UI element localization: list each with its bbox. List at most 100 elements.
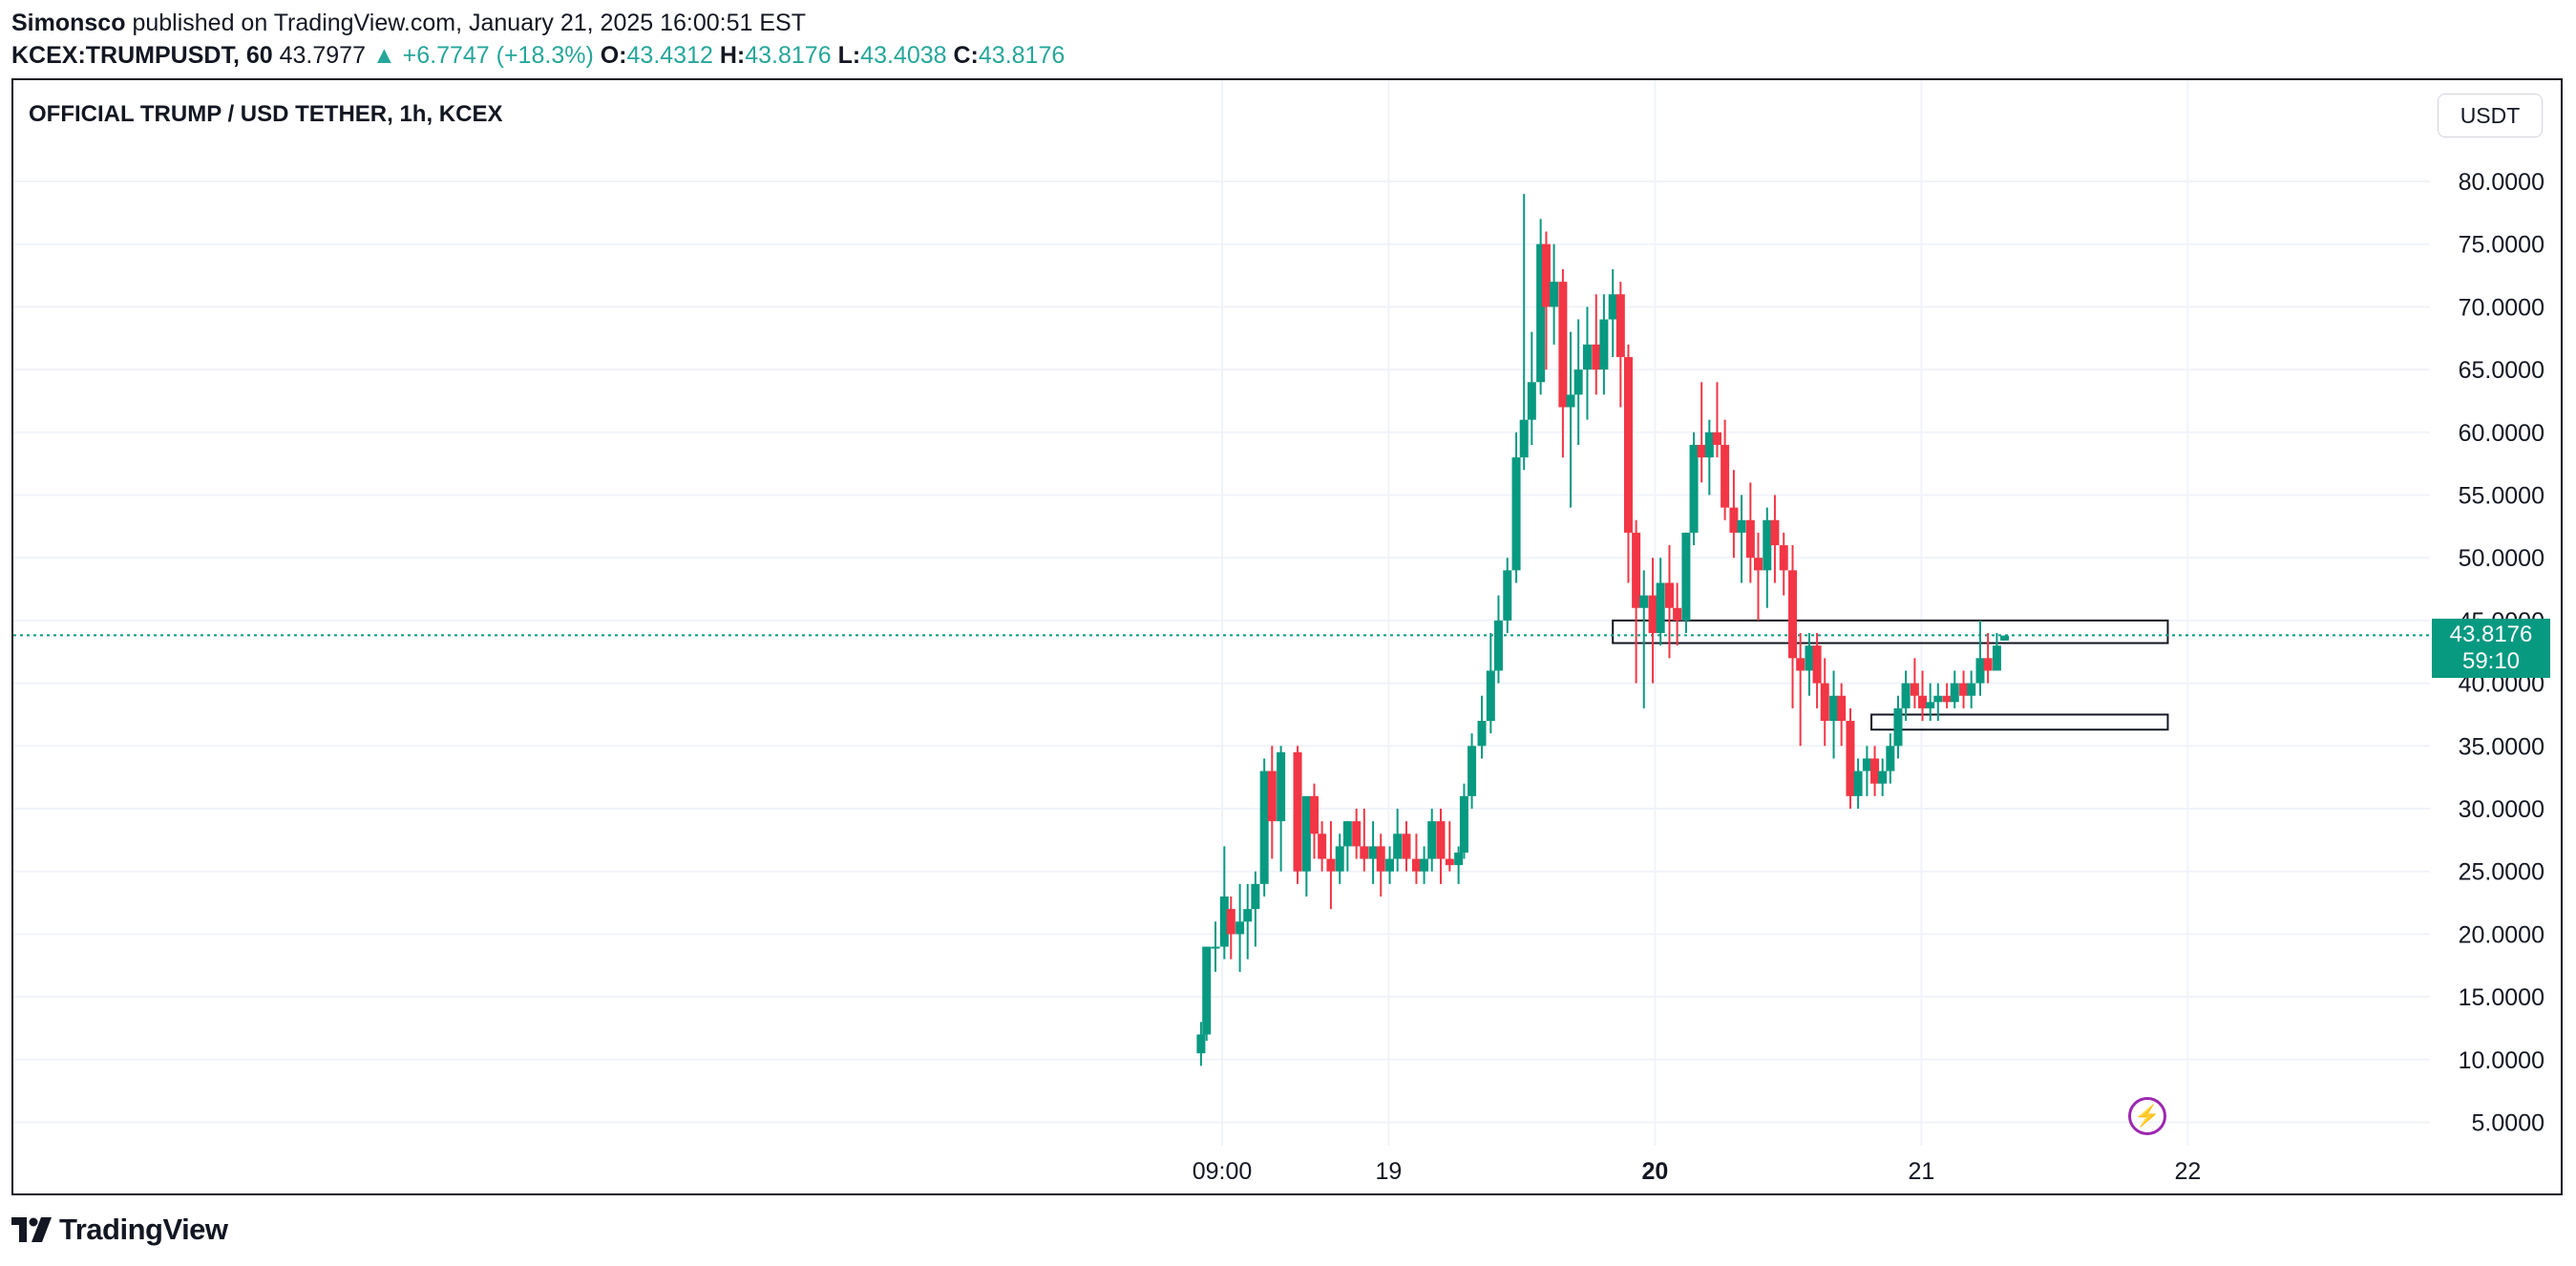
candle-body bbox=[1712, 432, 1721, 445]
candle bbox=[1467, 733, 1477, 809]
candle bbox=[1878, 758, 1888, 796]
candle bbox=[1933, 683, 1943, 722]
author-name[interactable]: Simonsco bbox=[11, 10, 126, 36]
candle bbox=[1267, 746, 1277, 859]
candle-body bbox=[1335, 846, 1344, 872]
currency-button[interactable]: USDT bbox=[2438, 94, 2543, 137]
grid-lines bbox=[13, 80, 2430, 1146]
lightning-icon[interactable]: ⚡ bbox=[2128, 1097, 2166, 1135]
candle-body bbox=[1886, 746, 1895, 771]
candle bbox=[1243, 883, 1253, 960]
candle-body bbox=[1420, 858, 1429, 872]
low-label: L: bbox=[837, 42, 861, 69]
candle-body bbox=[1211, 946, 1220, 949]
candle bbox=[1673, 582, 1682, 646]
candle bbox=[1277, 746, 1286, 872]
candle bbox=[1519, 194, 1529, 471]
candle bbox=[1704, 419, 1714, 496]
candle-body bbox=[1459, 795, 1468, 853]
candle-body bbox=[1729, 507, 1739, 533]
candle-body bbox=[1805, 645, 1814, 671]
candle-body bbox=[1870, 758, 1880, 784]
candle bbox=[1763, 507, 1772, 608]
candles bbox=[1196, 194, 2010, 1066]
candle-body bbox=[1893, 707, 1903, 747]
candle bbox=[1235, 883, 1245, 972]
candle bbox=[1788, 545, 1798, 708]
candle bbox=[1318, 821, 1327, 872]
candle bbox=[1697, 382, 1706, 483]
last-price-tag-value: 43.8176 bbox=[2449, 622, 2533, 647]
candle-body bbox=[1779, 545, 1788, 571]
candle bbox=[1427, 809, 1437, 872]
close-label: C: bbox=[953, 42, 979, 69]
candle bbox=[1493, 595, 1503, 684]
candle-body bbox=[1721, 444, 1730, 508]
candle-body bbox=[1402, 833, 1411, 859]
candle bbox=[1503, 558, 1512, 634]
tradingview-logo-icon bbox=[11, 1217, 52, 1242]
candle bbox=[1608, 268, 1617, 357]
candle-body bbox=[1967, 683, 1976, 696]
candle bbox=[1853, 758, 1863, 809]
candle bbox=[1656, 558, 1665, 646]
candle bbox=[1926, 683, 1935, 722]
symbol-info: KCEX:TRUMPUSDT, 60 43.7977 ▲ +6.7747 (+1… bbox=[11, 38, 1065, 73]
candle-body bbox=[1933, 695, 1943, 703]
candle-body bbox=[1235, 921, 1245, 935]
close-value: 43.8176 bbox=[978, 42, 1066, 69]
candle bbox=[1779, 532, 1788, 596]
candle-body bbox=[1196, 1034, 1206, 1054]
time-tick-label: 22 bbox=[2174, 1158, 2201, 1185]
candle bbox=[1511, 432, 1521, 583]
candle bbox=[1360, 809, 1369, 872]
candle bbox=[1648, 558, 1658, 684]
candle bbox=[1615, 282, 1625, 408]
candle bbox=[1219, 846, 1229, 960]
candle-body bbox=[1558, 282, 1568, 408]
candle-body bbox=[1454, 852, 1464, 866]
open-value: 43.4312 bbox=[626, 42, 713, 69]
candle bbox=[1376, 833, 1385, 897]
tradingview-logo[interactable]: TradingView bbox=[11, 1213, 228, 1247]
candle bbox=[1445, 821, 1454, 872]
candle-body bbox=[1573, 369, 1583, 395]
candle-body bbox=[1541, 243, 1551, 307]
price-tick-label: 35.0000 bbox=[2459, 733, 2544, 760]
candle bbox=[1573, 319, 1583, 445]
candle bbox=[1950, 670, 1959, 708]
candle-body bbox=[1599, 319, 1609, 370]
price-tick-label: 70.0000 bbox=[2459, 294, 2544, 321]
candle bbox=[1805, 633, 1814, 696]
price-tick-label: 15.0000 bbox=[2459, 984, 2544, 1011]
candle-body bbox=[1942, 695, 1952, 703]
candle bbox=[1402, 821, 1411, 872]
candle bbox=[1689, 432, 1699, 546]
candle-body bbox=[1837, 695, 1847, 722]
low-value: 43.4038 bbox=[860, 42, 947, 69]
price-tick-label: 10.0000 bbox=[2459, 1047, 2544, 1074]
price-tick-label: 50.0000 bbox=[2459, 545, 2544, 572]
candle bbox=[1886, 733, 1895, 784]
price-tick-label: 5.0000 bbox=[2472, 1110, 2544, 1137]
price-tick-label: 75.0000 bbox=[2459, 232, 2544, 259]
candle-body bbox=[1582, 344, 1592, 370]
candle bbox=[1639, 570, 1649, 708]
chart-title: OFFICIAL TRUMP / USD TETHER, 1h, KCEX bbox=[29, 101, 503, 127]
candle-body bbox=[1550, 282, 1559, 307]
candle-body bbox=[1656, 582, 1665, 634]
candle-body bbox=[1566, 394, 1575, 408]
candle bbox=[1893, 695, 1903, 759]
candle-body bbox=[1342, 821, 1352, 847]
candle-body bbox=[1959, 683, 1969, 696]
candle bbox=[1293, 746, 1302, 884]
candle bbox=[1967, 670, 1976, 708]
candle-body bbox=[1704, 432, 1714, 458]
candle bbox=[1975, 620, 1985, 696]
candle-body bbox=[1202, 946, 1212, 1035]
candle bbox=[1558, 268, 1568, 458]
candle-body bbox=[1243, 909, 1253, 922]
candle bbox=[1712, 382, 1721, 458]
time-tick-label: 19 bbox=[1375, 1158, 1402, 1185]
